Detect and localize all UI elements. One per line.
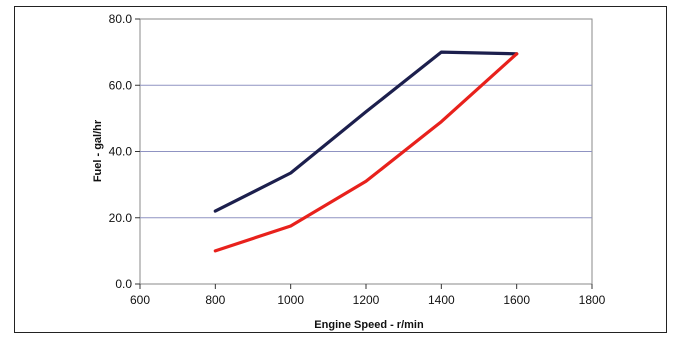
x-axis-title: Engine Speed - r/min [314,319,424,331]
y-tick-label: 60.0 [109,78,133,92]
y-tick-label: 40.0 [109,145,133,159]
y-tick-label: 20.0 [109,211,133,225]
x-tick-label: 600 [130,293,150,307]
series-layer [213,50,519,253]
grid-lines [140,84,592,219]
x-tick-label: 1400 [428,293,455,307]
x-tick-label: 800 [205,293,225,307]
y-axis-title: Fuel - gal/hr [92,119,104,182]
series-line-1 [213,50,519,213]
x-axis-ticks: 600 800 1000 1200 1400 1600 1800 [130,284,606,307]
x-tick-label: 1800 [579,293,606,307]
x-tick-label: 1200 [353,293,380,307]
chart-frame: 0.0 20.0 40.0 60.0 80.0 600 800 1000 1200 1400 16… [14,6,667,333]
series-line-2 [213,52,519,253]
x-tick-label: 1000 [277,293,304,307]
fuel-vs-engine-speed-chart: 0.0 20.0 40.0 60.0 80.0 600 800 1000 1200 1400 16… [92,12,606,331]
x-tick-label: 1600 [503,293,530,307]
y-tick-label: 80.0 [109,12,133,26]
y-tick-label: 0.0 [115,277,132,291]
y-axis-ticks: 0.0 20.0 40.0 60.0 80.0 [109,12,140,291]
